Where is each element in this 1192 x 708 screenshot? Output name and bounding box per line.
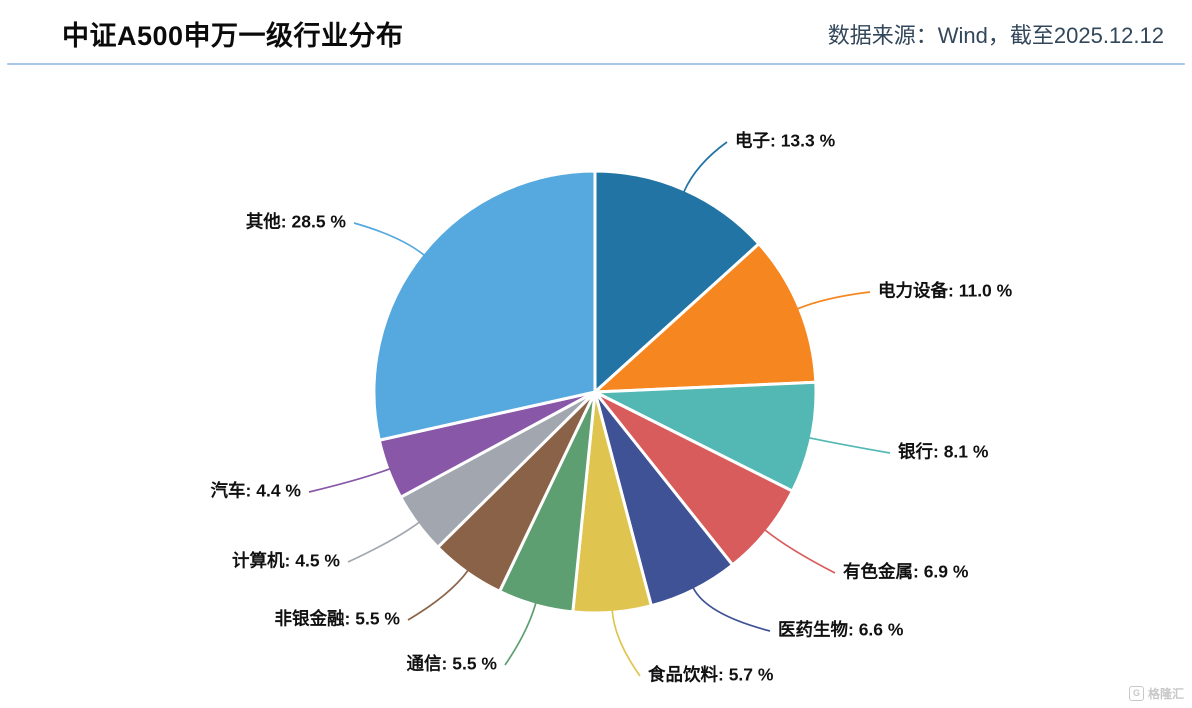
header: 中证A500申万一级行业分布 数据来源：Wind，截至2025.12.12 [0,0,1192,61]
slice-label-2: 银行: 8.1 % [898,442,989,462]
slice-label-1: 电力设备: 11.0 % [878,281,1013,301]
watermark-text: 格隆汇 [1147,687,1184,701]
leader-line-0 [683,141,728,193]
leader-line-3 [764,529,836,574]
leader-line-6 [504,602,537,666]
leader-line-2 [809,436,891,454]
watermark: G 格隆汇 [1128,685,1184,702]
chart-title: 中证A500申万一级行业分布 [62,21,404,51]
slice-label-10: 其他: 28.5 % [246,212,347,232]
leader-line-7 [407,569,469,621]
slice-label-8: 计算机: 4.5 % [232,551,340,571]
data-source-note: 数据来源：Wind，截至2025.12.12 [827,22,1164,48]
leader-line-8 [347,521,420,563]
slice-label-7: 非银金融: 5.5 % [275,609,401,629]
slice-label-3: 有色金属: 6.9 % [843,562,969,582]
slice-label-4: 医药生物: 6.6 % [778,620,904,640]
watermark-logo-icon: G [1128,686,1144,701]
slice-label-6: 通信: 5.5 % [407,654,498,674]
slice-label-5: 食品饮料: 5.7 % [648,665,774,685]
header-divider [7,63,1185,65]
leader-line-10 [353,222,425,256]
leader-line-9 [308,468,391,493]
slice-label-0: 电子: 13.3 % [735,131,836,151]
slice-label-9: 汽车: 4.4 % [211,481,302,501]
leader-line-1 [797,291,871,310]
leader-line-4 [692,587,771,632]
pie-slice-10 [372,169,597,442]
leader-line-5 [611,610,641,677]
